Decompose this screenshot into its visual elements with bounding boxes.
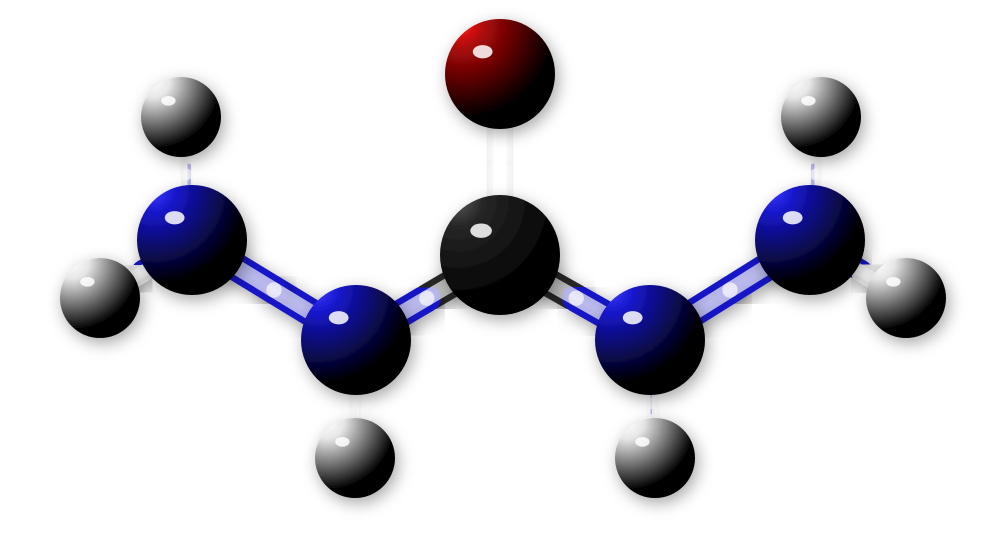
atom-c [440,195,560,315]
atom-n [301,285,411,395]
atom-h [141,77,221,157]
atom-h [866,258,946,338]
atoms [60,19,946,498]
molecule-diagram [0,0,1000,536]
atom-h [615,418,695,498]
atom-n [595,285,705,395]
atom-n [755,185,865,295]
atom-h [315,418,395,498]
atom-n [137,185,247,295]
atom-h [781,77,861,157]
atom-o [445,19,555,129]
atom-h [60,258,140,338]
